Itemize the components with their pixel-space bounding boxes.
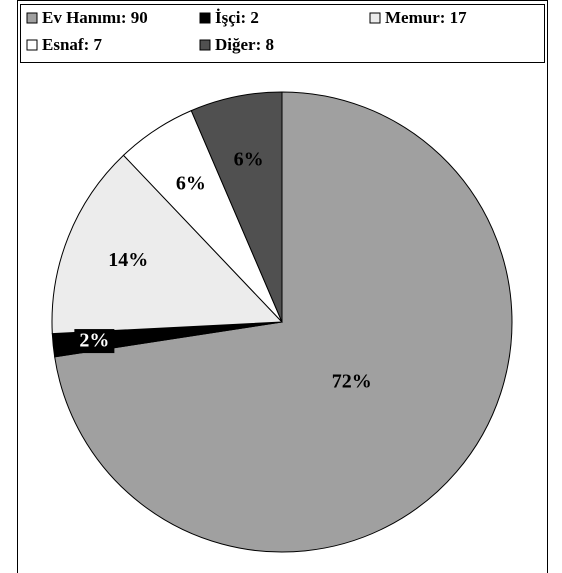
label-bg bbox=[74, 329, 115, 354]
legend-swatch bbox=[26, 12, 38, 24]
pie-slice bbox=[190, 91, 283, 323]
legend-label: İşçi: 2 bbox=[215, 8, 259, 27]
data-label: 6% bbox=[234, 148, 264, 170]
legend-swatch bbox=[199, 12, 211, 24]
pie-slice bbox=[54, 91, 513, 553]
data-label: 72% bbox=[332, 371, 372, 393]
legend-label: Memur: 17 bbox=[385, 8, 467, 27]
legend-swatch bbox=[369, 12, 381, 24]
legend-label: Diğer: 8 bbox=[215, 35, 274, 54]
data-label: 14% bbox=[108, 249, 148, 271]
legend-box bbox=[20, 4, 545, 63]
legend-label: Esnaf: 7 bbox=[42, 35, 102, 54]
legend-label: Ev Hanımı: 90 bbox=[42, 8, 148, 27]
data-label: 6% bbox=[176, 172, 206, 194]
legend-swatch bbox=[199, 39, 211, 51]
data-label: 2% bbox=[79, 330, 109, 352]
legend-swatch bbox=[26, 39, 38, 51]
pie-slice bbox=[51, 154, 284, 335]
